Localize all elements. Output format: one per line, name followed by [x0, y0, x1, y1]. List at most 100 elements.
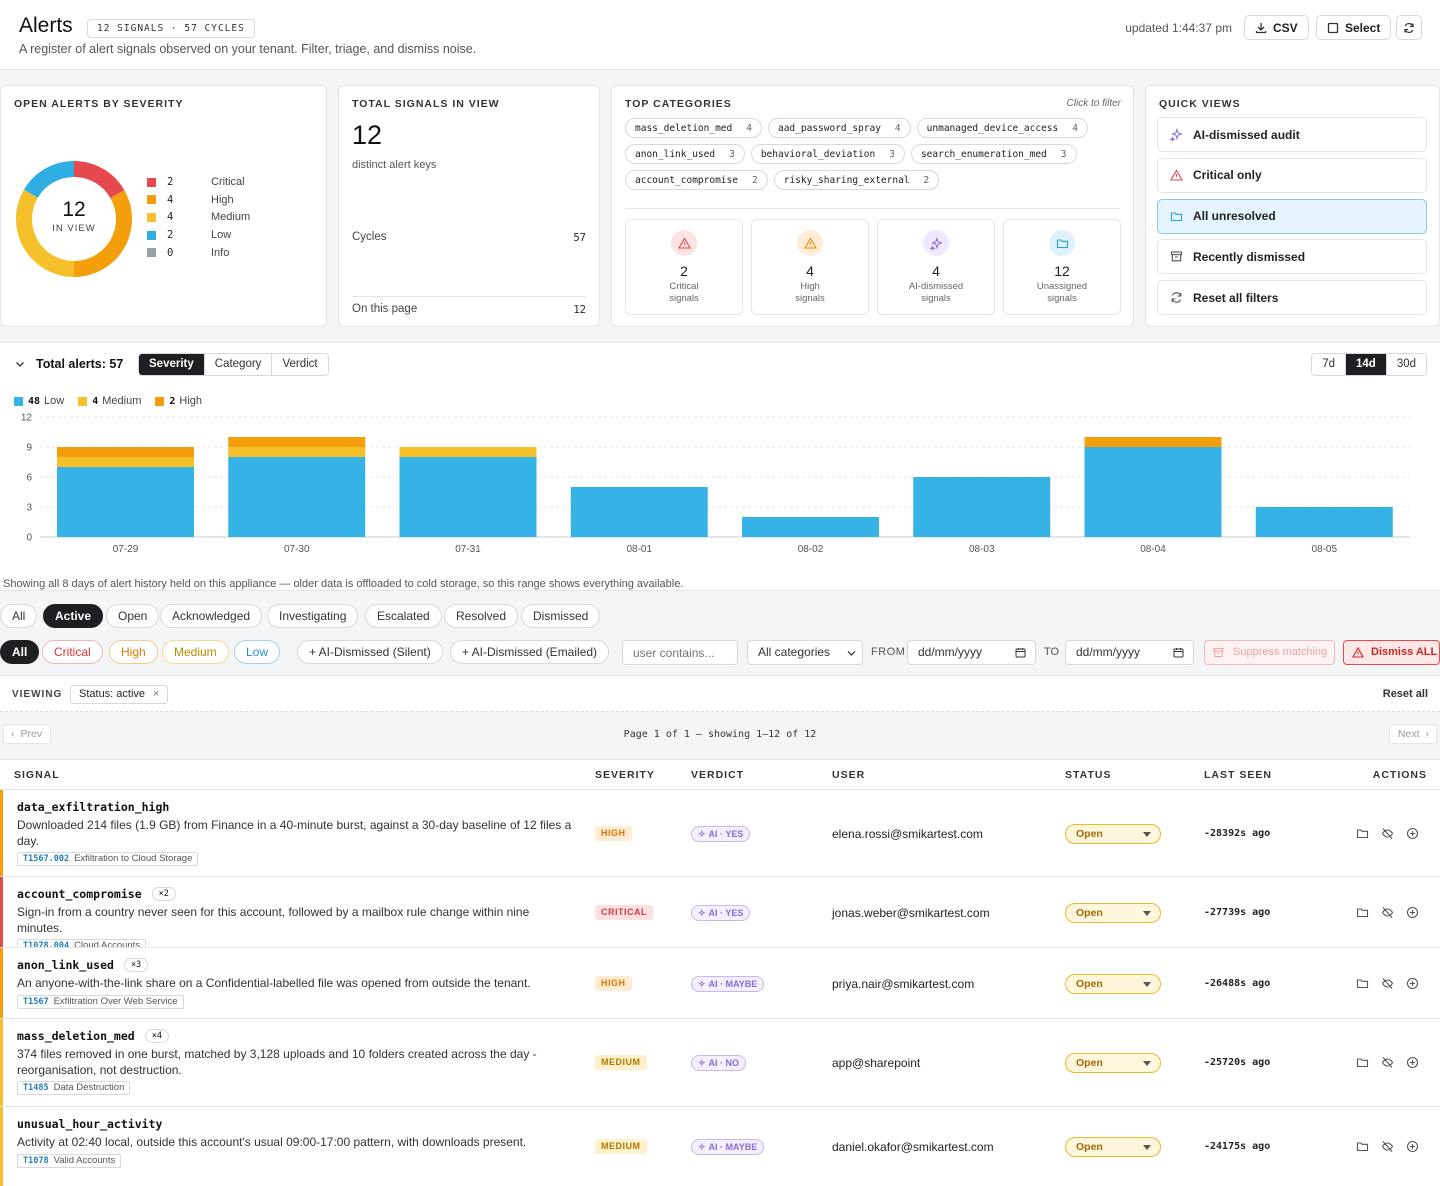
col-header-last-seen[interactable]: LAST SEEN — [1204, 769, 1272, 781]
severity-filter-critical[interactable]: Critical — [42, 640, 103, 664]
plus-circle-icon[interactable] — [1406, 906, 1419, 919]
folder-icon[interactable] — [1356, 1140, 1369, 1153]
col-header-status[interactable]: STATUS — [1065, 769, 1112, 781]
category-tag-unmanaged_device_access[interactable]: unmanaged_device_access 4 — [916, 118, 1088, 138]
severity-filter-ai-dismissed-emailed[interactable]: + AI-Dismissed (Emailed) — [450, 640, 610, 664]
status-select[interactable]: Open — [1065, 973, 1161, 994]
status-filter-open[interactable]: Open — [106, 604, 160, 628]
summary-tile[interactable]: 4 AI-dismissed signals — [877, 219, 995, 315]
bar-07-30-medium[interactable] — [228, 447, 366, 457]
category-tag-account_compromise[interactable]: account_compromise 2 — [625, 170, 768, 190]
category-tag-search_enumeration_med[interactable]: search_enumeration_med 3 — [910, 144, 1077, 164]
bar-08-04-low[interactable] — [1084, 447, 1222, 537]
bar-08-05-low[interactable] — [1255, 507, 1393, 537]
prev-button[interactable]: ‹ Prev — [3, 724, 52, 744]
plus-circle-icon[interactable] — [1406, 977, 1419, 990]
to-date-input[interactable]: dd/mm/yyyy — [1065, 640, 1194, 665]
status-select[interactable]: Open — [1065, 1053, 1161, 1073]
col-header-signal[interactable]: SIGNAL — [14, 769, 60, 781]
from-date-input[interactable]: dd/mm/yyyy — [907, 640, 1036, 665]
folder-icon[interactable] — [1356, 977, 1369, 990]
range-30d[interactable]: 30d — [1386, 354, 1426, 375]
select-button[interactable]: Select — [1316, 15, 1392, 40]
status-filter-escalated[interactable]: Escalated — [365, 604, 442, 628]
bar-07-30-high[interactable] — [228, 437, 366, 447]
csv-button[interactable]: CSV — [1244, 15, 1309, 40]
summary-tile[interactable]: 4 High signals — [751, 219, 869, 315]
table-row[interactable]: account_compromise ×2 Sign-in from a count… — [0, 876, 1440, 953]
bar-08-04-high[interactable] — [1084, 437, 1222, 447]
severity-filter-ai-dismissed-silent[interactable]: + AI-Dismissed (Silent) — [297, 640, 443, 664]
category-tag-anon_link_used[interactable]: anon_link_used 3 — [625, 144, 745, 164]
bar-07-31-medium[interactable] — [399, 447, 537, 457]
suppress-matching-button[interactable]: Suppress matching — [1204, 640, 1335, 665]
mitre-tag[interactable]: T1485 Data Destruction — [17, 1081, 131, 1095]
bar-08-01-low[interactable] — [570, 487, 708, 537]
severity-filter-medium[interactable]: Medium — [162, 640, 229, 664]
eye-off-icon[interactable] — [1381, 977, 1394, 990]
category-tag-behavioral_deviation[interactable]: behavioral_deviation 3 — [750, 144, 905, 164]
severity-filter-all[interactable]: All — [0, 640, 40, 664]
status-select[interactable]: Open — [1065, 823, 1161, 844]
quick-view-reset-all-filters[interactable]: Reset all filters — [1157, 280, 1427, 316]
eye-off-icon[interactable] — [1381, 906, 1394, 919]
table-row[interactable]: data_exfiltration_high Downloaded 214 fil… — [0, 789, 1440, 876]
range-7d[interactable]: 7d — [1312, 354, 1346, 375]
range-14d[interactable]: 14d — [1345, 354, 1387, 375]
status-filter-dismissed[interactable]: Dismissed — [521, 604, 601, 628]
quick-view-ai-dismissed-audit[interactable]: AI-dismissed audit — [1157, 117, 1427, 152]
user-filter-input[interactable] — [622, 640, 738, 665]
bar-08-02-low[interactable] — [742, 517, 879, 537]
tab-verdict[interactable]: Verdict — [272, 354, 328, 375]
tab-severity[interactable]: Severity — [139, 354, 205, 375]
dismiss-all-button[interactable]: Dismiss ALL — [1343, 640, 1440, 665]
reset-all-link[interactable]: Reset all — [1382, 688, 1428, 700]
col-header-verdict[interactable]: VERDICT — [691, 769, 745, 781]
table-row[interactable]: mass_deletion_med ×4 374 files removed in … — [0, 1018, 1440, 1106]
status-filter-acknowledged[interactable]: Acknowledged — [160, 604, 263, 628]
status-filter-resolved[interactable]: Resolved — [444, 604, 519, 628]
mitre-tag[interactable]: T1567 Exfiltration Over Web Service — [17, 995, 184, 1009]
bar-07-31-low[interactable] — [399, 457, 537, 537]
quick-view-all-unresolved[interactable]: All unresolved — [1157, 198, 1427, 234]
col-header-user[interactable]: USER — [832, 769, 866, 781]
severity-filter-low[interactable]: Low — [234, 640, 281, 664]
close-icon[interactable]: × — [153, 688, 160, 700]
status-select[interactable]: Open — [1065, 1137, 1161, 1157]
bar-08-03-low[interactable] — [913, 477, 1051, 537]
bar-07-30-low[interactable] — [228, 457, 366, 537]
status-select[interactable]: Open — [1065, 902, 1161, 923]
category-select[interactable]: All categories — [747, 640, 863, 665]
folder-icon[interactable] — [1356, 1056, 1369, 1069]
refresh-button[interactable] — [1396, 15, 1422, 40]
plus-circle-icon[interactable] — [1406, 1140, 1419, 1153]
eye-off-icon[interactable] — [1381, 827, 1394, 840]
category-tag-mass_deletion_med[interactable]: mass_deletion_med 4 — [625, 118, 762, 138]
col-header-severity[interactable]: SEVERITY — [595, 769, 655, 781]
table-row[interactable]: anon_link_used ×3 An anyone-with-the-link … — [0, 947, 1440, 1018]
status-filter-all[interactable]: All — [0, 604, 38, 628]
eye-off-icon[interactable] — [1381, 1140, 1394, 1153]
folder-icon[interactable] — [1356, 827, 1369, 840]
chevron-down-icon[interactable] — [15, 359, 25, 369]
bar-07-29-high[interactable] — [57, 447, 194, 457]
quick-view-recently-dismissed[interactable]: Recently dismissed — [1157, 239, 1427, 275]
category-tag-risky_sharing_external[interactable]: risky_sharing_external 2 — [773, 170, 940, 190]
mitre-tag[interactable]: T1078 Valid Accounts — [17, 1154, 122, 1168]
table-row[interactable]: unusual_hour_activity Activity at 02:40 l… — [0, 1106, 1440, 1186]
mitre-tag[interactable]: T1567.002 Exfiltration to Cloud Storage — [17, 852, 199, 866]
next-button[interactable]: Next › — [1388, 724, 1437, 744]
plus-circle-icon[interactable] — [1406, 1056, 1419, 1069]
severity-filter-high[interactable]: High — [109, 640, 158, 664]
category-tag-aad_password_spray[interactable]: aad_password_spray 4 — [767, 118, 911, 138]
status-filter-investigating[interactable]: Investigating — [267, 604, 359, 628]
bar-07-29-low[interactable] — [57, 467, 194, 537]
folder-icon[interactable] — [1356, 906, 1369, 919]
tab-category[interactable]: Category — [204, 354, 273, 375]
quick-view-critical-only[interactable]: Critical only — [1157, 157, 1427, 193]
bar-07-29-medium[interactable] — [57, 457, 194, 467]
eye-off-icon[interactable] — [1381, 1056, 1394, 1069]
plus-circle-icon[interactable] — [1406, 827, 1419, 840]
active-filter-chip[interactable]: Status: active × — [70, 685, 169, 704]
summary-tile[interactable]: 12 Unassigned signals — [1003, 219, 1121, 315]
